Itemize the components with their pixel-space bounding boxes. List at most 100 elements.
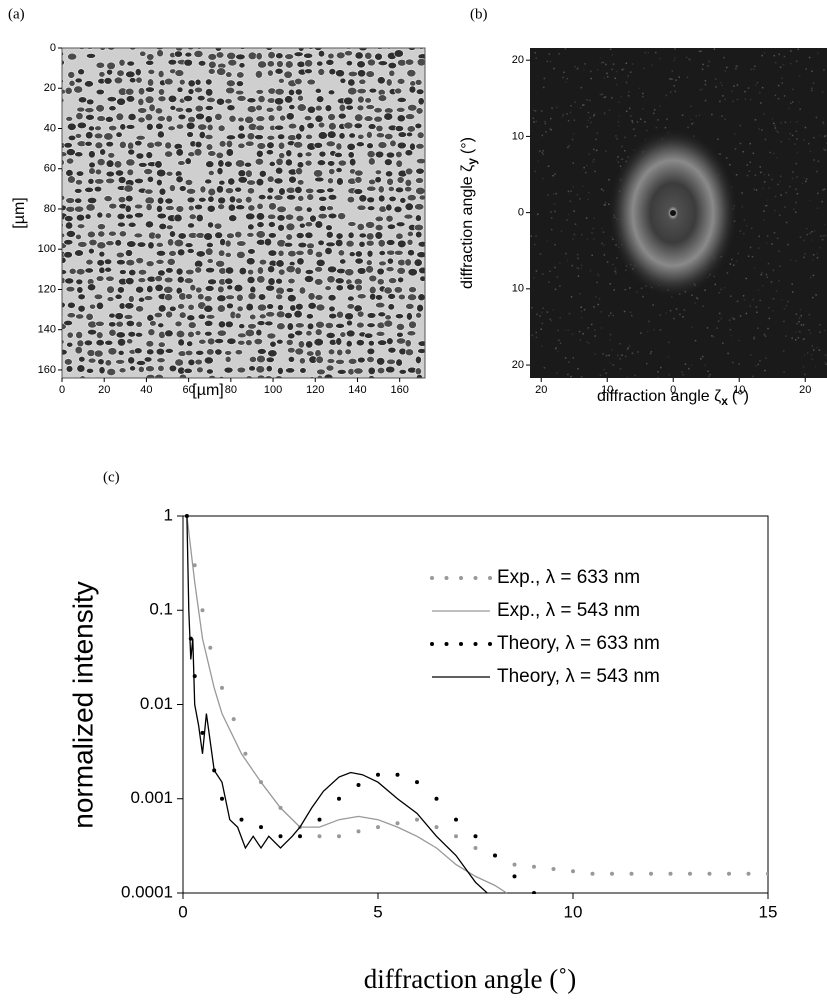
speckle-dot <box>631 352 634 355</box>
cell <box>75 233 82 240</box>
data-point <box>200 608 205 613</box>
cell <box>236 250 246 259</box>
cell <box>314 266 323 273</box>
cell <box>176 275 185 284</box>
cell <box>199 185 207 194</box>
speckle-dot <box>803 338 805 340</box>
cell <box>299 357 306 365</box>
cell <box>196 94 206 102</box>
cell <box>166 48 172 49</box>
cell <box>62 151 68 158</box>
speckle-dot <box>730 335 733 337</box>
cell <box>313 141 323 149</box>
cell <box>417 293 425 302</box>
cell <box>266 194 274 201</box>
speckle-dot <box>557 350 559 353</box>
cell <box>255 89 264 95</box>
speckle-dot <box>628 345 631 347</box>
cell <box>205 267 215 274</box>
cell <box>267 69 274 77</box>
speckle-dot <box>583 69 585 71</box>
cell <box>62 359 63 363</box>
cell <box>157 341 166 348</box>
cell <box>135 285 145 294</box>
cell <box>164 141 172 150</box>
panel-label: (a) <box>8 6 25 22</box>
speckle-dot <box>566 219 568 221</box>
cell <box>328 68 337 76</box>
cell <box>76 213 85 222</box>
cell <box>415 167 425 175</box>
speckle-dot <box>772 298 775 300</box>
speckle-dot <box>819 135 822 137</box>
cell <box>365 239 375 247</box>
speckle-dot <box>777 84 780 87</box>
cell <box>358 240 366 248</box>
speckle-dot <box>783 55 786 58</box>
speckle-dot <box>736 300 739 303</box>
data-line <box>186 515 488 894</box>
speckle-dot <box>809 199 811 201</box>
speckle-dot <box>622 158 624 160</box>
cell <box>154 275 163 283</box>
speckle-dot <box>646 330 649 333</box>
cell <box>415 230 423 239</box>
cell <box>373 115 383 123</box>
cell <box>407 268 418 277</box>
x-tick-label: 60 <box>183 384 195 396</box>
cell <box>119 269 127 275</box>
cell <box>276 60 284 68</box>
cell <box>106 48 116 51</box>
cell <box>267 249 278 257</box>
speckle-dot <box>821 200 823 203</box>
cell <box>247 323 257 330</box>
cell <box>258 258 268 266</box>
speckle-dot <box>758 128 761 130</box>
cell <box>214 348 223 356</box>
speckle-dot <box>603 244 605 246</box>
cell <box>246 232 255 238</box>
cell <box>257 194 267 201</box>
speckle-dot <box>777 131 779 133</box>
speckle-dot <box>766 235 769 237</box>
y-tick-label: 0 <box>518 207 524 219</box>
cell <box>165 205 175 211</box>
speckle-dot <box>774 209 776 212</box>
cell <box>396 114 406 123</box>
cell <box>417 241 425 248</box>
cell <box>416 58 425 67</box>
speckle-dot <box>653 109 656 111</box>
data-point <box>668 871 673 876</box>
speckle-dot <box>619 357 621 360</box>
cell <box>396 267 406 275</box>
speckle-dot <box>599 57 602 59</box>
label-text: diffraction angle ζ <box>459 165 476 289</box>
cell <box>214 231 223 239</box>
cell <box>426 96 435 102</box>
cell <box>137 277 147 284</box>
cell <box>65 205 76 213</box>
x-tick-label: 160 <box>390 384 408 396</box>
speckle-dot <box>823 148 825 150</box>
cell <box>428 338 434 346</box>
cell <box>224 239 232 248</box>
speckle-dot <box>753 267 756 270</box>
speckle-dot <box>816 207 819 210</box>
speckle-dot <box>613 364 615 366</box>
cell <box>394 125 404 132</box>
cell <box>257 95 266 104</box>
cell <box>62 339 65 345</box>
speckle-dot <box>568 312 571 315</box>
cell <box>427 249 434 255</box>
cell <box>64 358 73 366</box>
cell <box>129 365 136 372</box>
speckle-dot <box>743 232 745 235</box>
speckle-dot <box>785 304 788 307</box>
cell <box>324 285 332 291</box>
y-label: [µm] <box>11 197 28 228</box>
speckle-dot <box>819 235 822 237</box>
speckle-dot <box>758 247 760 249</box>
cell <box>235 53 246 61</box>
speckle-dot <box>531 334 533 337</box>
cell <box>128 77 137 84</box>
